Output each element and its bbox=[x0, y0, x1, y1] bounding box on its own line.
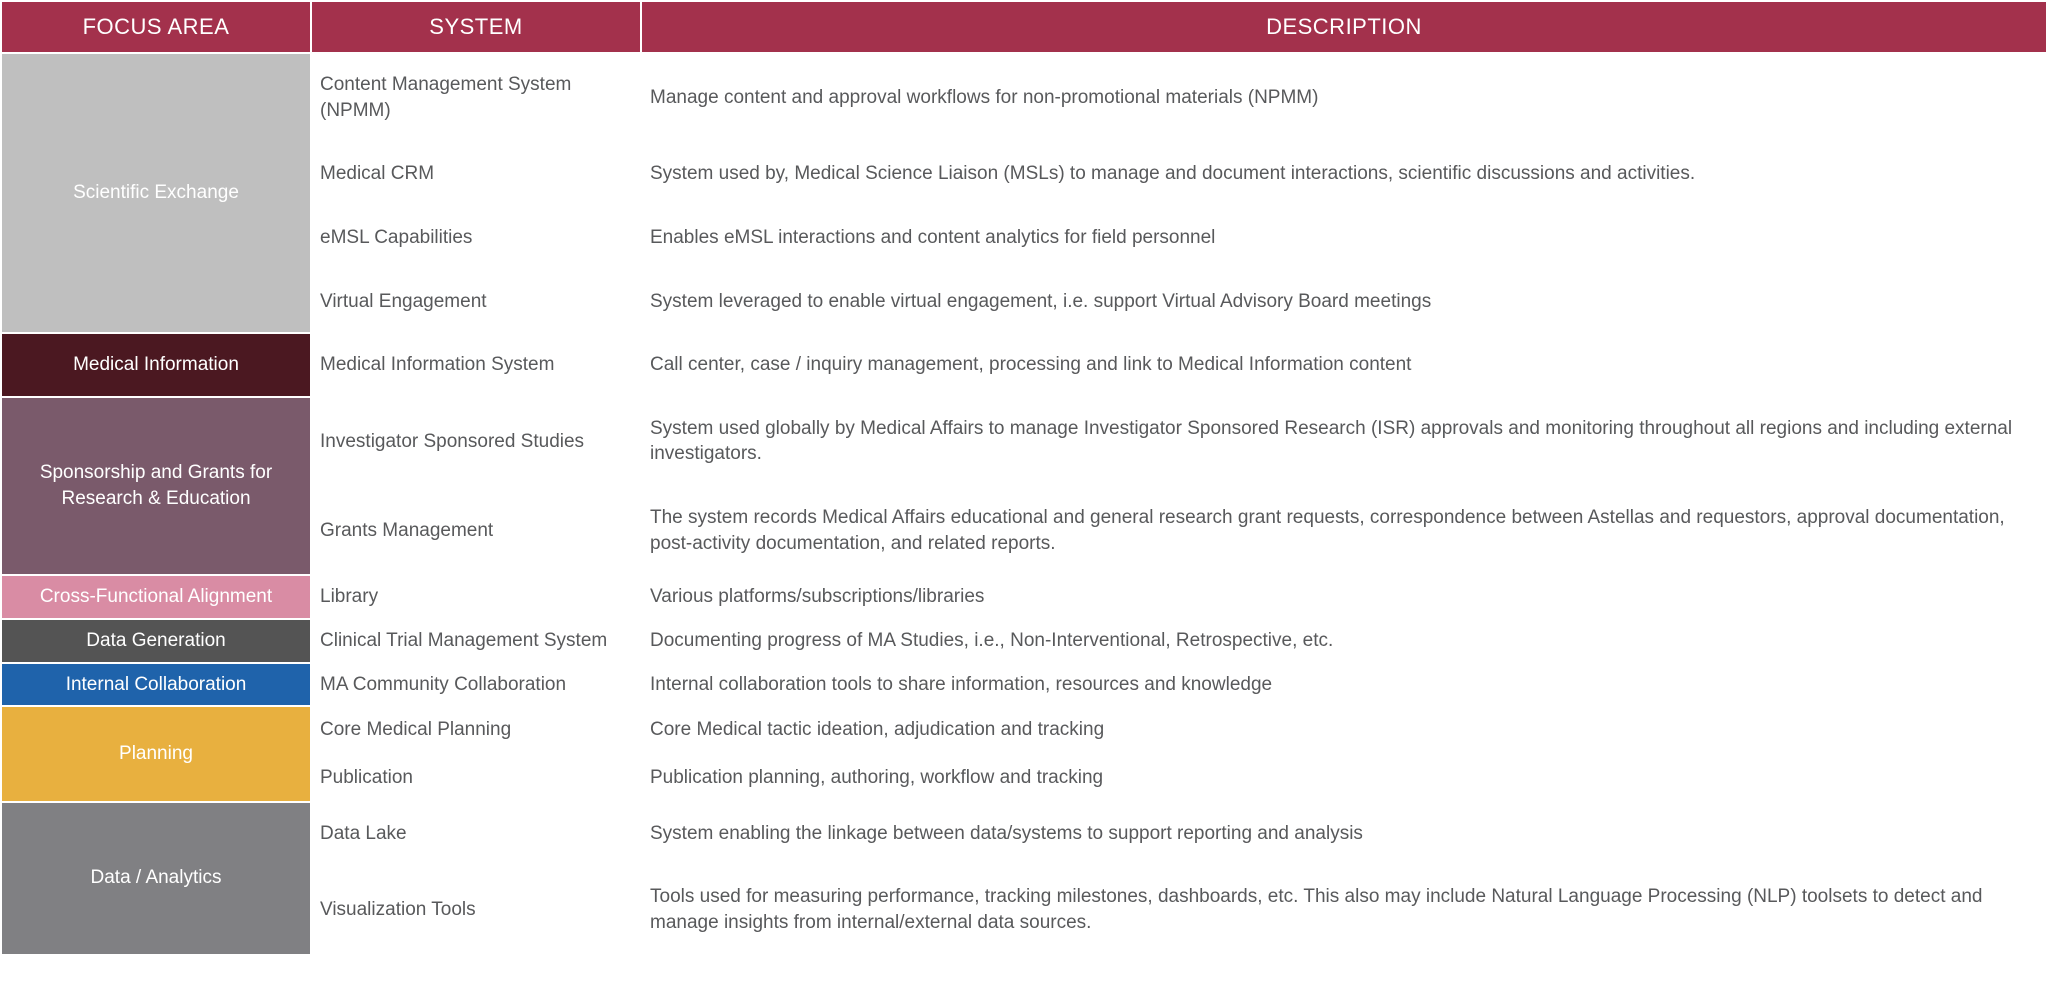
focus-area-cell: Planning bbox=[1, 706, 311, 801]
system-cell: Data Lake bbox=[311, 802, 641, 866]
focus-area-cell: Data Generation bbox=[1, 619, 311, 663]
description-cell: Tools used for measuring performance, tr… bbox=[641, 865, 2047, 954]
description-cell: Publication planning, authoring, workflo… bbox=[641, 754, 2047, 802]
focus-area-cell: Medical Information bbox=[1, 333, 311, 397]
system-cell: Investigator Sponsored Studies bbox=[311, 397, 641, 486]
table-row: Medical InformationMedical Information S… bbox=[1, 333, 2047, 397]
description-cell: Core Medical tactic ideation, adjudicati… bbox=[641, 706, 2047, 754]
system-cell: Content Management System (NPMM) bbox=[311, 53, 641, 142]
col-header-system: SYSTEM bbox=[311, 1, 641, 53]
system-cell: Visualization Tools bbox=[311, 865, 641, 954]
system-cell: Grants Management bbox=[311, 486, 641, 575]
system-cell: Core Medical Planning bbox=[311, 706, 641, 754]
focus-area-table: FOCUS AREA SYSTEM DESCRIPTION Scientific… bbox=[0, 0, 2048, 956]
table-row: Data GenerationClinical Trial Management… bbox=[1, 619, 2047, 663]
description-cell: System used by, Medical Science Liaison … bbox=[641, 142, 2047, 206]
description-cell: Manage content and approval workflows fo… bbox=[641, 53, 2047, 142]
system-cell: eMSL Capabilities bbox=[311, 206, 641, 270]
system-cell: Clinical Trial Management System bbox=[311, 619, 641, 663]
focus-area-cell: Internal Collaboration bbox=[1, 663, 311, 707]
description-cell: Various platforms/subscriptions/librarie… bbox=[641, 575, 2047, 619]
system-cell: Medical Information System bbox=[311, 333, 641, 397]
description-cell: Enables eMSL interactions and content an… bbox=[641, 206, 2047, 270]
description-cell: System enabling the linkage between data… bbox=[641, 802, 2047, 866]
system-cell: Library bbox=[311, 575, 641, 619]
description-cell: System used globally by Medical Affairs … bbox=[641, 397, 2047, 486]
table-row: Data / AnalyticsData LakeSystem enabling… bbox=[1, 802, 2047, 866]
description-cell: The system records Medical Affairs educa… bbox=[641, 486, 2047, 575]
system-cell: Publication bbox=[311, 754, 641, 802]
table-row: Sponsorship and Grants for Research & Ed… bbox=[1, 397, 2047, 486]
col-header-description: DESCRIPTION bbox=[641, 1, 2047, 53]
description-cell: Internal collaboration tools to share in… bbox=[641, 663, 2047, 707]
system-cell: MA Community Collaboration bbox=[311, 663, 641, 707]
focus-area-cell: Data / Analytics bbox=[1, 802, 311, 955]
focus-area-cell: Cross-Functional Alignment bbox=[1, 575, 311, 619]
table-row: PlanningCore Medical PlanningCore Medica… bbox=[1, 706, 2047, 754]
description-cell: Documenting progress of MA Studies, i.e.… bbox=[641, 619, 2047, 663]
table-row: Internal CollaborationMA Community Colla… bbox=[1, 663, 2047, 707]
table-header-row: FOCUS AREA SYSTEM DESCRIPTION bbox=[1, 1, 2047, 53]
description-cell: System leveraged to enable virtual engag… bbox=[641, 270, 2047, 334]
table-row: Scientific ExchangeContent Management Sy… bbox=[1, 53, 2047, 142]
system-cell: Medical CRM bbox=[311, 142, 641, 206]
system-cell: Virtual Engagement bbox=[311, 270, 641, 334]
focus-area-cell: Scientific Exchange bbox=[1, 53, 311, 333]
table-body: Scientific ExchangeContent Management Sy… bbox=[1, 53, 2047, 955]
description-cell: Call center, case / inquiry management, … bbox=[641, 333, 2047, 397]
table-row: Cross-Functional AlignmentLibraryVarious… bbox=[1, 575, 2047, 619]
col-header-focus-area: FOCUS AREA bbox=[1, 1, 311, 53]
focus-area-cell: Sponsorship and Grants for Research & Ed… bbox=[1, 397, 311, 576]
